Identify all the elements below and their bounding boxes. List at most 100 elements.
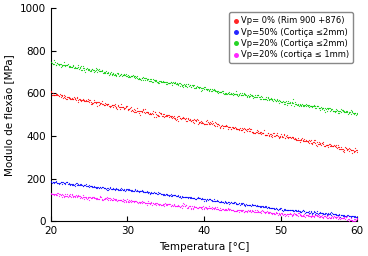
Vp=20% (cortiça ≤ 1mm)	[239, 208, 245, 212]
Vp=20% (cortiça ≤ 1mm)	[170, 204, 176, 208]
Vp=20% (cortiça ≤ 1mm)	[297, 212, 303, 216]
Vp= 0% (Rim 900 +876)	[323, 143, 329, 147]
Vp= 0% (Rim 900 +876)	[290, 136, 296, 140]
Vp=50% (Cortiça ≤2mm)	[309, 211, 315, 215]
Vp=20% (Cortiça ≤2mm)	[269, 98, 275, 102]
Vp= 0% (Rim 900 +876)	[144, 110, 150, 114]
Vp=20% (cortiça ≤ 1mm)	[94, 196, 100, 200]
Vp= 0% (Rim 900 +876)	[332, 144, 338, 148]
Vp=20% (cortiça ≤ 1mm)	[251, 209, 256, 213]
Vp=20% (Cortiça ≤2mm)	[346, 111, 351, 115]
Vp=20% (cortiça ≤ 1mm)	[249, 208, 255, 212]
Vp=20% (Cortiça ≤2mm)	[214, 89, 220, 93]
Vp= 0% (Rim 900 +876)	[178, 117, 184, 121]
Vp= 0% (Rim 900 +876)	[54, 93, 60, 97]
Vp=20% (cortiça ≤ 1mm)	[305, 214, 311, 218]
Vp=50% (Cortiça ≤2mm)	[49, 180, 55, 185]
Vp=20% (Cortiça ≤2mm)	[353, 113, 359, 117]
Vp=20% (Cortiça ≤2mm)	[219, 89, 225, 93]
Vp=50% (Cortiça ≤2mm)	[64, 180, 70, 184]
Vp=20% (cortiça ≤ 1mm)	[106, 196, 112, 200]
Vp=20% (Cortiça ≤2mm)	[270, 99, 276, 103]
Vp= 0% (Rim 900 +876)	[311, 140, 317, 144]
Vp=50% (Cortiça ≤2mm)	[330, 212, 336, 216]
Vp= 0% (Rim 900 +876)	[215, 122, 221, 126]
Vp= 0% (Rim 900 +876)	[286, 136, 291, 140]
Vp= 0% (Rim 900 +876)	[245, 125, 251, 130]
Vp= 0% (Rim 900 +876)	[174, 118, 180, 122]
Vp=20% (cortiça ≤ 1mm)	[145, 199, 151, 203]
Vp= 0% (Rim 900 +876)	[234, 127, 240, 131]
Vp=20% (Cortiça ≤2mm)	[201, 87, 206, 91]
Vp=50% (Cortiça ≤2mm)	[245, 203, 251, 207]
Vp=50% (Cortiça ≤2mm)	[220, 199, 226, 204]
Vp= 0% (Rim 900 +876)	[198, 121, 204, 125]
Vp= 0% (Rim 900 +876)	[334, 146, 340, 150]
Vp=20% (Cortiça ≤2mm)	[189, 83, 195, 87]
Vp=50% (Cortiça ≤2mm)	[227, 200, 233, 205]
Vp= 0% (Rim 900 +876)	[280, 135, 286, 139]
Vp=20% (Cortiça ≤2mm)	[79, 68, 85, 72]
Vp=20% (Cortiça ≤2mm)	[77, 65, 83, 69]
Vp=20% (cortiça ≤ 1mm)	[60, 195, 66, 199]
Vp=20% (cortiça ≤ 1mm)	[339, 216, 345, 220]
Vp= 0% (Rim 900 +876)	[260, 131, 266, 135]
Vp=50% (Cortiça ≤2mm)	[236, 201, 242, 205]
Y-axis label: Modulo de flexão [MPa]: Modulo de flexão [MPa]	[4, 54, 14, 176]
Vp= 0% (Rim 900 +876)	[92, 100, 98, 104]
Vp=20% (Cortiça ≤2mm)	[330, 109, 336, 113]
Vp=20% (cortiça ≤ 1mm)	[48, 192, 54, 196]
Vp= 0% (Rim 900 +876)	[231, 126, 237, 130]
Vp=20% (cortiça ≤ 1mm)	[132, 199, 138, 204]
Vp= 0% (Rim 900 +876)	[216, 123, 222, 127]
Vp=50% (Cortiça ≤2mm)	[179, 195, 185, 199]
Vp=50% (Cortiça ≤2mm)	[349, 214, 355, 218]
Vp= 0% (Rim 900 +876)	[193, 118, 199, 122]
Vp= 0% (Rim 900 +876)	[155, 113, 161, 117]
Vp=50% (Cortiça ≤2mm)	[279, 208, 285, 212]
Vp=20% (cortiça ≤ 1mm)	[324, 214, 330, 218]
Vp=50% (Cortiça ≤2mm)	[219, 199, 224, 204]
Vp= 0% (Rim 900 +876)	[265, 131, 271, 135]
Vp=20% (Cortiça ≤2mm)	[316, 106, 322, 110]
Vp=50% (Cortiça ≤2mm)	[158, 192, 164, 196]
Vp=20% (Cortiça ≤2mm)	[275, 99, 281, 103]
Vp=50% (Cortiça ≤2mm)	[296, 209, 301, 213]
Vp=50% (Cortiça ≤2mm)	[231, 201, 237, 205]
Vp=20% (Cortiça ≤2mm)	[188, 85, 194, 89]
Vp=20% (cortiça ≤ 1mm)	[211, 207, 217, 211]
Vp=20% (cortiça ≤ 1mm)	[254, 208, 260, 212]
Vp=20% (cortiça ≤ 1mm)	[123, 199, 129, 203]
Vp=20% (cortiça ≤ 1mm)	[175, 203, 181, 207]
Vp= 0% (Rim 900 +876)	[245, 126, 251, 131]
Vp=20% (Cortiça ≤2mm)	[52, 60, 58, 64]
Vp= 0% (Rim 900 +876)	[227, 125, 233, 129]
Vp= 0% (Rim 900 +876)	[123, 105, 129, 109]
Vp= 0% (Rim 900 +876)	[316, 140, 322, 144]
Vp= 0% (Rim 900 +876)	[120, 105, 126, 109]
Vp=20% (Cortiça ≤2mm)	[164, 80, 170, 84]
Vp= 0% (Rim 900 +876)	[98, 102, 103, 106]
Vp=50% (Cortiça ≤2mm)	[144, 190, 149, 194]
Vp=50% (Cortiça ≤2mm)	[196, 196, 202, 200]
Vp=50% (Cortiça ≤2mm)	[287, 208, 293, 212]
Vp=50% (Cortiça ≤2mm)	[165, 193, 171, 197]
Vp=50% (Cortiça ≤2mm)	[93, 185, 99, 189]
Vp= 0% (Rim 900 +876)	[86, 98, 92, 102]
Vp=20% (cortiça ≤ 1mm)	[335, 217, 340, 221]
Vp=20% (cortiça ≤ 1mm)	[327, 216, 333, 220]
Vp=20% (cortiça ≤ 1mm)	[116, 198, 122, 202]
Vp=50% (Cortiça ≤2mm)	[153, 191, 159, 195]
Vp= 0% (Rim 900 +876)	[336, 145, 342, 150]
Vp=20% (Cortiça ≤2mm)	[141, 75, 146, 79]
Vp=50% (Cortiça ≤2mm)	[172, 193, 178, 197]
Vp=20% (Cortiça ≤2mm)	[300, 104, 305, 108]
Vp=20% (Cortiça ≤2mm)	[96, 69, 102, 73]
Vp=20% (cortiça ≤ 1mm)	[319, 215, 325, 219]
Vp= 0% (Rim 900 +876)	[333, 143, 339, 147]
Vp=20% (cortiça ≤ 1mm)	[185, 205, 191, 209]
Vp=20% (Cortiça ≤2mm)	[62, 64, 68, 68]
Vp= 0% (Rim 900 +876)	[169, 116, 175, 120]
Vp=20% (Cortiça ≤2mm)	[187, 83, 192, 87]
Vp=20% (cortiça ≤ 1mm)	[117, 198, 123, 202]
